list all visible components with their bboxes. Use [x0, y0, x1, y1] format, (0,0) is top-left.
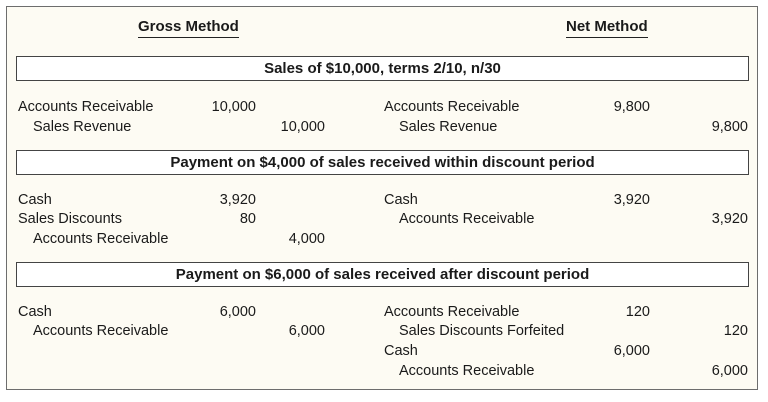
section-banner-after-discount: Payment on $6,000 of sales received afte… [16, 262, 749, 287]
gross-method-header: Gross Method [138, 18, 239, 38]
net-debit: 120 [625, 304, 650, 320]
net-debit: 6,000 [613, 343, 650, 359]
net-debit: 9,800 [613, 99, 650, 115]
gross-account: Cash [18, 192, 52, 208]
net-account: Accounts Receivable [399, 211, 535, 227]
gross-credit: 4,000 [288, 231, 325, 247]
gross-account: Accounts Receivable [18, 99, 154, 115]
net-credit: 6,000 [711, 363, 748, 379]
net-account: Cash [384, 192, 418, 208]
gross-account: Sales Revenue [33, 119, 132, 135]
gross-debit: 3,920 [219, 192, 256, 208]
gross-account: Cash [18, 304, 52, 320]
net-account: Sales Revenue [399, 119, 498, 135]
net-credit: 3,920 [711, 211, 748, 227]
net-method-header: Net Method [566, 18, 648, 38]
gross-account: Accounts Receivable [33, 231, 169, 247]
gross-debit: 10,000 [211, 99, 256, 115]
net-account: Sales Discounts Forfeited [399, 323, 565, 339]
gross-account: Sales Discounts [18, 211, 122, 227]
section-banner-within-discount: Payment on $4,000 of sales received with… [16, 150, 749, 175]
net-debit: 3,920 [613, 192, 650, 208]
gross-debit: 6,000 [219, 304, 256, 320]
section-banner-sale: Sales of $10,000, terms 2/10, n/30 [16, 56, 749, 81]
net-account: Accounts Receivable [384, 304, 520, 320]
net-account: Cash [384, 343, 418, 359]
net-account: Accounts Receivable [384, 99, 520, 115]
gross-credit: 6,000 [288, 323, 325, 339]
gross-credit: 10,000 [280, 119, 325, 135]
gross-account: Accounts Receivable [33, 323, 169, 339]
net-credit: 9,800 [711, 119, 748, 135]
gross-debit: 80 [239, 211, 256, 227]
net-credit: 120 [723, 323, 748, 339]
net-account: Accounts Receivable [399, 363, 535, 379]
